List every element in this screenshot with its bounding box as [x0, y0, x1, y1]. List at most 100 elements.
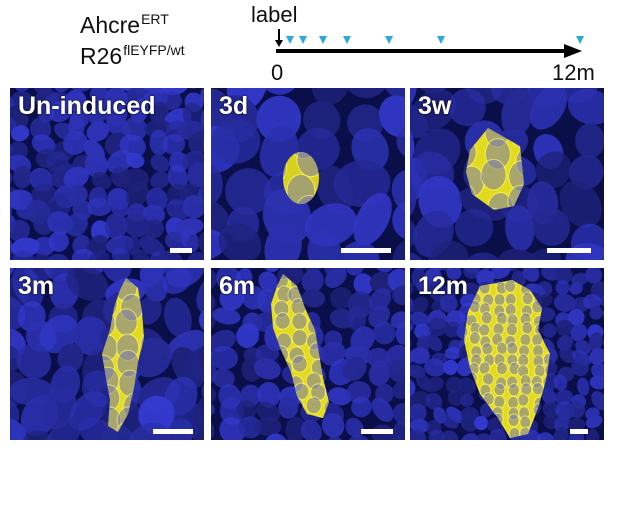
nucleus	[411, 296, 429, 315]
nucleus	[88, 250, 110, 260]
nucleus	[444, 346, 462, 360]
nucleus	[100, 424, 135, 440]
nucleus	[371, 397, 394, 422]
clone-nucleus	[481, 342, 494, 356]
nucleus	[16, 343, 52, 379]
panel-label: 3m	[18, 272, 55, 300]
nucleus	[104, 212, 128, 239]
nucleus	[211, 417, 215, 440]
nucleus	[150, 101, 169, 125]
nucleus	[211, 163, 223, 206]
nucleus	[446, 268, 462, 280]
timeline-label-text: label	[251, 2, 298, 27]
nucleus	[162, 268, 192, 294]
nucleus	[424, 358, 446, 377]
nucleus	[211, 228, 227, 260]
nucleus	[32, 253, 53, 260]
nucleus	[212, 368, 235, 388]
nucleus	[393, 420, 405, 440]
panel-3m: 3m	[10, 268, 204, 440]
clone-nucleus	[517, 393, 530, 407]
nucleus	[570, 323, 588, 342]
nucleus	[150, 171, 170, 189]
nucleus	[142, 204, 166, 224]
nucleus	[91, 172, 112, 190]
nucleus	[585, 428, 600, 440]
clone-nucleus	[495, 341, 509, 356]
nucleus	[463, 268, 479, 280]
label-arrowhead	[275, 40, 283, 47]
nucleus	[278, 396, 299, 419]
nucleus	[167, 165, 189, 190]
nucleus	[236, 400, 257, 420]
timepoint-marker	[343, 36, 351, 44]
nucleus	[555, 280, 570, 296]
panel-label: Un-induced	[18, 92, 156, 120]
nucleus	[285, 416, 307, 440]
nucleus	[37, 100, 55, 123]
nucleus	[46, 419, 81, 440]
nucleus	[555, 389, 574, 405]
clone-nucleus	[114, 308, 138, 337]
nucleus	[219, 397, 245, 425]
nucleus	[589, 348, 604, 365]
nucleus	[13, 166, 32, 189]
nucleus	[414, 323, 432, 340]
panel-label: 6m	[219, 272, 256, 300]
clone-nucleus	[324, 382, 329, 401]
nucleus	[589, 306, 603, 320]
nucleus	[428, 429, 446, 440]
nucleus	[10, 115, 17, 136]
nucleus	[388, 359, 405, 383]
nucleus	[10, 88, 11, 93]
nucleus	[353, 273, 374, 296]
nucleus	[321, 413, 345, 438]
nucleus	[567, 417, 586, 431]
nucleus	[529, 88, 568, 130]
nucleus	[10, 295, 26, 331]
clone-nucleus	[283, 152, 288, 185]
clone-nucleus	[305, 396, 323, 415]
nucleus	[489, 428, 507, 440]
nucleus	[429, 280, 445, 302]
nucleus	[162, 91, 182, 110]
nucleus	[423, 377, 445, 393]
nucleus	[150, 154, 170, 173]
nucleus	[42, 389, 77, 430]
nucleus	[211, 268, 217, 291]
nucleus	[327, 387, 352, 406]
nucleus	[30, 117, 52, 141]
clone-nucleus	[507, 382, 521, 397]
clone-nucleus	[505, 322, 519, 337]
clone-nucleus	[507, 413, 520, 428]
nucleus	[474, 433, 494, 440]
clone-nucleus	[506, 341, 519, 356]
timepoint-marker	[437, 36, 445, 44]
nucleus	[49, 100, 73, 123]
nucleus	[46, 253, 71, 260]
nucleus	[142, 88, 168, 94]
nucleus	[211, 385, 217, 406]
nucleus	[211, 329, 236, 352]
timepoint-marker	[385, 36, 393, 44]
clone-nucleus	[481, 372, 495, 386]
nucleus	[254, 417, 282, 437]
timeline	[275, 29, 584, 58]
nucleus	[84, 151, 108, 178]
panel-3d: 3d	[211, 88, 405, 260]
nucleus	[568, 401, 586, 419]
nucleus	[73, 316, 109, 356]
nucleus	[443, 359, 459, 375]
nucleus	[567, 308, 585, 326]
nucleus	[342, 357, 367, 381]
nucleus	[39, 314, 79, 354]
nucleus	[577, 377, 590, 396]
nucleus	[535, 151, 572, 189]
nucleus	[395, 322, 405, 345]
nucleus	[301, 289, 326, 308]
nucleus	[89, 88, 108, 102]
clone-nucleus	[480, 311, 493, 325]
nucleus	[460, 393, 474, 407]
timeline-start-text: 0	[271, 60, 284, 85]
panel-label: 12m	[418, 272, 469, 300]
